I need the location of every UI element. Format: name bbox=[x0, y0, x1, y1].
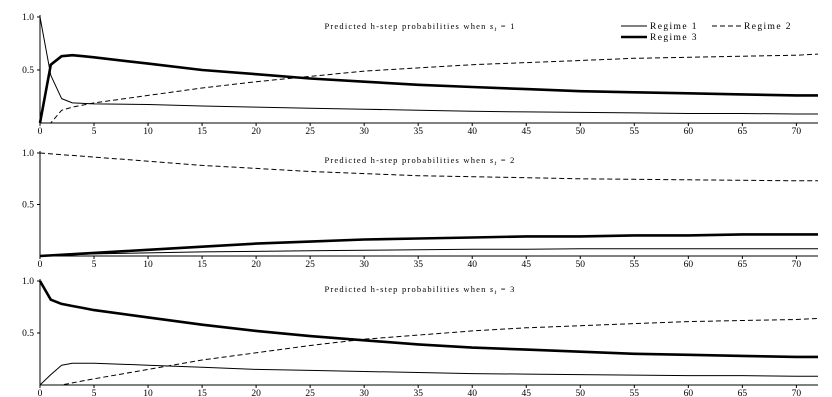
x-tick-label: 45 bbox=[522, 127, 532, 137]
x-tick-label: 50 bbox=[576, 260, 586, 270]
x-tick-label: 15 bbox=[197, 260, 207, 270]
x-tick-label: 10 bbox=[143, 127, 153, 137]
y-tick-label: 1.0 bbox=[22, 149, 34, 159]
x-tick-label: 30 bbox=[359, 389, 369, 397]
x-tick-label: 40 bbox=[467, 127, 477, 137]
x-tick-label: 35 bbox=[413, 260, 423, 270]
legend-label-regime-2: Regime 2 bbox=[744, 22, 792, 32]
x-tick-label: 55 bbox=[630, 389, 640, 397]
x-tick-label: 30 bbox=[359, 127, 369, 137]
y-tick-label: 1.0 bbox=[22, 13, 34, 23]
legend-label-regime-1: Regime 1 bbox=[650, 22, 698, 32]
x-tick-label: 50 bbox=[576, 389, 586, 397]
legend-label-regime-3: Regime 3 bbox=[650, 33, 698, 43]
x-tick-label: 20 bbox=[251, 389, 261, 397]
x-tick-label: 65 bbox=[738, 389, 748, 397]
x-tick-label: 20 bbox=[251, 127, 261, 137]
x-tick-label: 0 bbox=[38, 127, 43, 137]
legend: Regime 1 Regime 2 Regime 3 bbox=[621, 22, 792, 43]
x-tick-label: 25 bbox=[305, 127, 315, 137]
x-tick-label: 5 bbox=[92, 389, 97, 397]
x-tick-label: 25 bbox=[305, 389, 315, 397]
series-regime-3-line bbox=[39, 233, 818, 258]
x-tick-label: 40 bbox=[467, 260, 477, 270]
series-regime-2-line bbox=[40, 317, 819, 386]
x-tick-label: 20 bbox=[251, 260, 261, 270]
x-tick-label: 65 bbox=[738, 127, 748, 137]
series-regime-1-line bbox=[39, 248, 818, 257]
panel-title: Predicted h-step probabilities when st =… bbox=[324, 284, 515, 296]
x-tick-label: 0 bbox=[38, 389, 43, 397]
y-tick-label: 0.5 bbox=[22, 66, 34, 76]
panel-title: Predicted h-step probabilities when st =… bbox=[324, 155, 515, 167]
x-tick-label: 55 bbox=[630, 260, 640, 270]
y-tick-label: 1.0 bbox=[22, 277, 34, 287]
panel-3: 0.5 1.0 0 5 10 15 20 25 30 35 40 45 50 55 60 65 70 Predic… bbox=[22, 277, 819, 397]
x-tick-label: 60 bbox=[684, 260, 694, 270]
series-regime-3-line bbox=[38, 53, 818, 124]
x-tick-label: 70 bbox=[792, 127, 802, 137]
x-tick-label: 45 bbox=[522, 260, 532, 270]
series-regime-3-line bbox=[38, 280, 818, 359]
x-tick-label: 30 bbox=[359, 260, 369, 270]
y-tick-label: 0.5 bbox=[22, 201, 34, 211]
x-tick-label: 35 bbox=[413, 389, 423, 397]
x-tick-label: 70 bbox=[792, 389, 802, 397]
series-regime-1-line bbox=[39, 362, 818, 386]
x-tick-label: 45 bbox=[522, 389, 532, 397]
y-tick-label: 0.5 bbox=[22, 329, 34, 339]
panel-title: Predicted h-step probabilities when st =… bbox=[324, 21, 515, 33]
x-tick-label: 5 bbox=[92, 127, 97, 137]
x-tick-label: 35 bbox=[413, 127, 423, 137]
panel-2: 0.5 1.0 0 5 10 15 20 25 30 35 40 45 50 55 60 65 70 Predic… bbox=[22, 149, 818, 270]
x-tick-label: 25 bbox=[305, 260, 315, 270]
x-tick-label: 0 bbox=[38, 260, 43, 270]
x-tick-label: 10 bbox=[143, 389, 153, 397]
x-tick-label: 60 bbox=[684, 389, 694, 397]
x-tick-label: 65 bbox=[738, 260, 748, 270]
x-tick-label: 60 bbox=[684, 127, 694, 137]
x-tick-label: 15 bbox=[197, 389, 207, 397]
x-tick-label: 15 bbox=[197, 127, 207, 137]
series-regime-2-line bbox=[40, 53, 819, 124]
panel-1: 0.5 1.0 0 5 10 15 20 25 30 35 40 45 50 55 60 65 70 Predic… bbox=[22, 13, 819, 137]
series-regime-1-line bbox=[39, 16, 818, 115]
x-tick-label: 5 bbox=[92, 260, 97, 270]
x-tick-label: 40 bbox=[467, 389, 477, 397]
x-tick-label: 55 bbox=[630, 127, 640, 137]
x-tick-label: 10 bbox=[143, 260, 153, 270]
series-regime-2-line bbox=[39, 152, 818, 182]
x-tick-label: 50 bbox=[576, 127, 586, 137]
x-tick-label: 70 bbox=[792, 260, 802, 270]
